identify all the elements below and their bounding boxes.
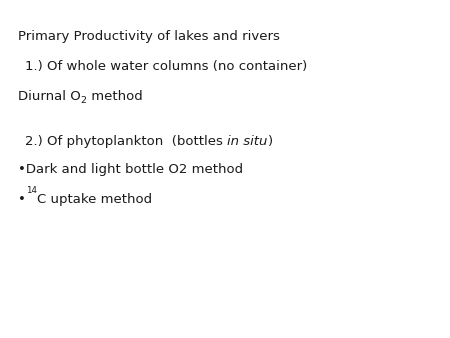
- Text: •: •: [18, 193, 26, 206]
- Text: 2: 2: [81, 96, 87, 105]
- Text: method: method: [87, 90, 143, 103]
- Text: ): ): [267, 135, 273, 148]
- Text: •Dark and light bottle O2 method: •Dark and light bottle O2 method: [18, 163, 243, 176]
- Text: Primary Productivity of lakes and rivers: Primary Productivity of lakes and rivers: [18, 30, 280, 43]
- Text: 14: 14: [26, 186, 37, 195]
- Text: in situ: in situ: [227, 135, 267, 148]
- Text: 2.) Of phytoplankton  (bottles: 2.) Of phytoplankton (bottles: [25, 135, 227, 148]
- Text: Diurnal O: Diurnal O: [18, 90, 81, 103]
- Text: 1.) Of whole water columns (no container): 1.) Of whole water columns (no container…: [25, 60, 307, 73]
- Text: C uptake method: C uptake method: [37, 193, 152, 206]
